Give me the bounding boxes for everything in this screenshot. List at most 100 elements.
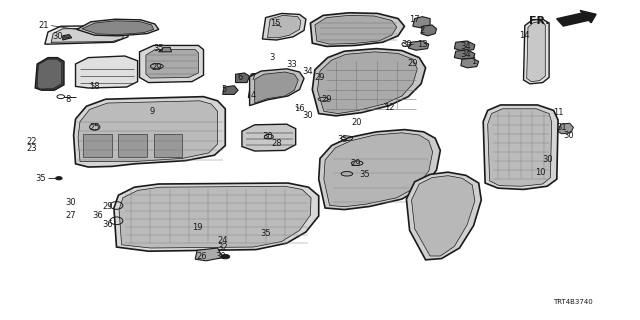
Text: 30: 30	[65, 198, 76, 207]
Text: 34: 34	[302, 68, 312, 76]
Text: 32: 32	[218, 243, 228, 252]
Text: 34: 34	[461, 50, 471, 59]
Polygon shape	[35, 58, 64, 90]
Polygon shape	[63, 35, 72, 40]
Text: 29: 29	[408, 60, 418, 68]
Polygon shape	[406, 172, 481, 260]
Text: 8: 8	[66, 95, 71, 104]
Circle shape	[223, 256, 227, 258]
Text: 31: 31	[557, 124, 567, 132]
Text: 22: 22	[27, 137, 37, 146]
Text: 35: 35	[35, 174, 45, 183]
Polygon shape	[146, 50, 198, 78]
Polygon shape	[82, 21, 154, 35]
Text: 27: 27	[65, 211, 76, 220]
Text: TRT4B3740: TRT4B3740	[553, 300, 593, 305]
Text: 26: 26	[196, 252, 207, 261]
Text: 9: 9	[150, 108, 155, 116]
Text: 34: 34	[461, 42, 471, 51]
Polygon shape	[159, 47, 172, 52]
Circle shape	[56, 177, 62, 180]
Text: 29: 29	[102, 202, 113, 211]
Circle shape	[221, 254, 230, 259]
Text: 19: 19	[192, 223, 202, 232]
Text: 29: 29	[321, 95, 332, 104]
Text: 13: 13	[417, 40, 428, 49]
Polygon shape	[74, 97, 225, 167]
Text: 6: 6	[237, 73, 243, 82]
Polygon shape	[319, 96, 334, 102]
Polygon shape	[483, 105, 558, 189]
Polygon shape	[558, 123, 573, 134]
Text: 25: 25	[90, 123, 100, 132]
Polygon shape	[248, 88, 268, 98]
Text: 23: 23	[27, 144, 37, 153]
Text: 35: 35	[360, 170, 370, 179]
Text: 14: 14	[520, 31, 530, 40]
Polygon shape	[119, 186, 311, 248]
Polygon shape	[524, 19, 549, 84]
FancyArrow shape	[557, 11, 596, 26]
Text: 15: 15	[270, 19, 280, 28]
Text: 10: 10	[536, 168, 546, 177]
Polygon shape	[114, 183, 319, 251]
Polygon shape	[488, 109, 552, 186]
Polygon shape	[324, 133, 433, 207]
Polygon shape	[255, 72, 298, 103]
Text: 12: 12	[384, 103, 394, 112]
Text: 7: 7	[250, 73, 255, 82]
Polygon shape	[242, 124, 296, 151]
Text: 35: 35	[337, 135, 348, 144]
Text: 18: 18	[90, 82, 100, 91]
Polygon shape	[262, 13, 306, 40]
Polygon shape	[310, 13, 404, 46]
Polygon shape	[83, 134, 112, 157]
Polygon shape	[315, 15, 397, 44]
Text: 1: 1	[471, 57, 476, 66]
Polygon shape	[223, 86, 238, 94]
Text: 29: 29	[152, 63, 162, 72]
Polygon shape	[413, 17, 430, 28]
Polygon shape	[454, 41, 475, 51]
Polygon shape	[527, 22, 545, 82]
Polygon shape	[454, 50, 475, 59]
Polygon shape	[421, 25, 436, 36]
Text: 30: 30	[542, 155, 552, 164]
Polygon shape	[76, 56, 138, 88]
Polygon shape	[154, 134, 182, 157]
Polygon shape	[251, 73, 265, 83]
Polygon shape	[78, 101, 218, 162]
Text: FR.: FR.	[529, 16, 549, 26]
Text: 3: 3	[269, 53, 275, 62]
Text: 24: 24	[218, 236, 228, 245]
Text: 2: 2	[420, 26, 425, 35]
Polygon shape	[250, 69, 304, 106]
Text: 11: 11	[553, 108, 563, 117]
Text: 17: 17	[410, 15, 420, 24]
Text: 35: 35	[154, 44, 164, 53]
Polygon shape	[312, 49, 426, 116]
Polygon shape	[319, 130, 440, 210]
Text: 4: 4	[250, 91, 255, 100]
Polygon shape	[37, 59, 61, 89]
Text: 30: 30	[302, 111, 312, 120]
Text: 30: 30	[52, 32, 63, 41]
Text: 21: 21	[38, 21, 49, 30]
Polygon shape	[236, 73, 250, 83]
Polygon shape	[77, 19, 159, 36]
Text: 30: 30	[563, 131, 573, 140]
Polygon shape	[268, 15, 301, 38]
Text: 29: 29	[315, 73, 325, 82]
Text: 30: 30	[216, 252, 226, 261]
Polygon shape	[412, 176, 475, 256]
Text: 16: 16	[294, 104, 305, 113]
Polygon shape	[45, 26, 128, 44]
Polygon shape	[195, 248, 223, 261]
Text: 36: 36	[92, 211, 102, 220]
Text: 33: 33	[286, 60, 296, 69]
Circle shape	[58, 178, 60, 179]
Text: 30: 30	[401, 40, 412, 49]
Text: 36: 36	[102, 220, 113, 229]
Polygon shape	[461, 58, 479, 68]
Text: 5: 5	[221, 85, 227, 94]
